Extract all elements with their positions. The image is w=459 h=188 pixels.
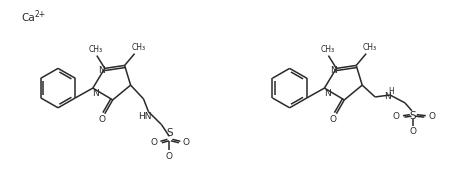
Text: CH₃: CH₃ (89, 45, 103, 54)
Text: O: O (427, 112, 434, 121)
Text: N: N (92, 89, 99, 98)
Text: O: O (98, 115, 105, 124)
Text: 2+: 2+ (34, 10, 45, 19)
Text: O: O (329, 115, 336, 124)
Text: O: O (151, 138, 157, 147)
Text: CH₃: CH₃ (362, 43, 376, 52)
Text: N: N (383, 92, 390, 102)
Text: O: O (409, 127, 415, 136)
Text: CH₃: CH₃ (319, 45, 334, 54)
Text: HN: HN (137, 112, 151, 121)
Text: N: N (329, 66, 336, 75)
Text: H: H (387, 86, 393, 96)
Text: O: O (166, 152, 173, 161)
Text: N: N (323, 89, 330, 98)
Text: S: S (166, 128, 172, 138)
Text: S: S (409, 111, 415, 121)
Text: Ca: Ca (21, 13, 35, 23)
Text: N: N (98, 66, 105, 75)
Text: O: O (182, 138, 190, 147)
Text: CH₃: CH₃ (131, 43, 146, 52)
Text: O: O (392, 112, 398, 121)
